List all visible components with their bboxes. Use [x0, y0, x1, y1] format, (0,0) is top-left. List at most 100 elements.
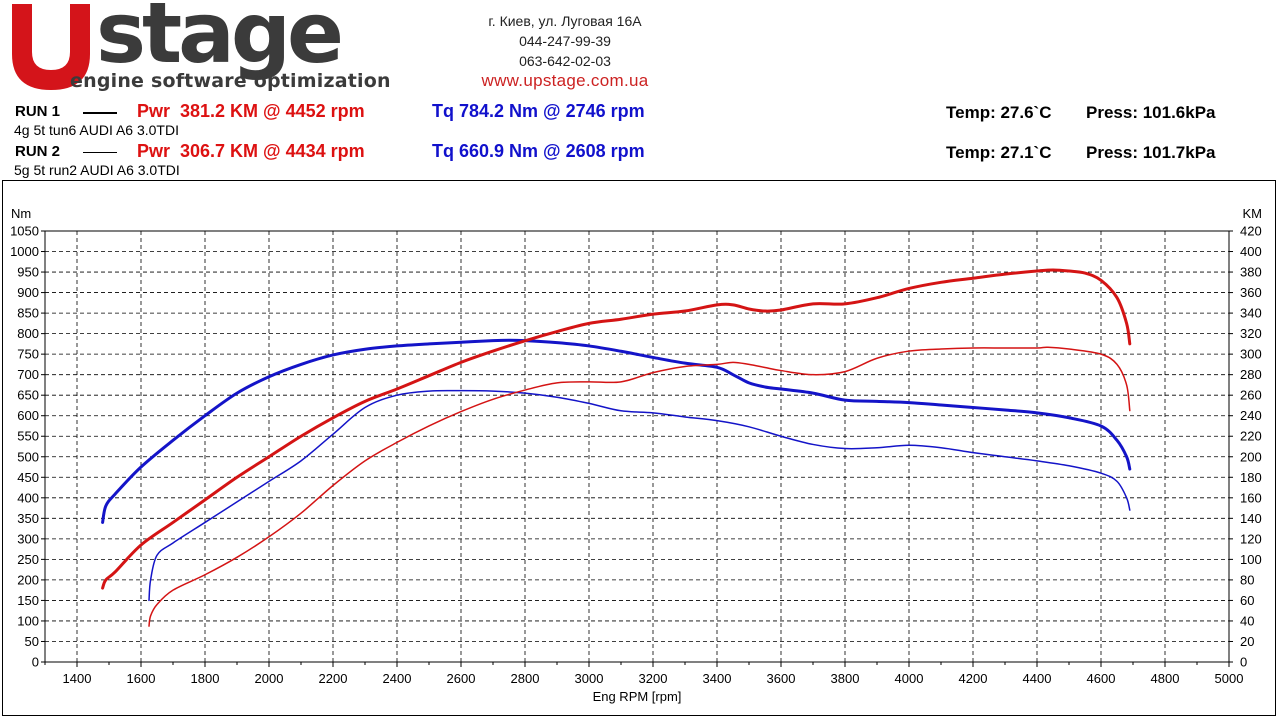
y-right-tick-label: 400: [1240, 244, 1262, 259]
contact-block: г. Киев, ул. Луговая 16А 044-247-99-39 0…: [440, 11, 690, 91]
x-tick-label: 2000: [255, 671, 284, 686]
y-left-tick-label: 850: [17, 306, 39, 321]
y-right-tick-label: 360: [1240, 285, 1262, 300]
run-label: RUN 1: [15, 103, 61, 120]
y-right-tick-label: 340: [1240, 306, 1262, 321]
y-left-tick-label: 1050: [10, 224, 39, 239]
y-right-tick-label: 180: [1240, 470, 1262, 485]
grid: [45, 231, 1229, 662]
run-label: RUN 2: [15, 143, 61, 160]
y-right-tick-label: 380: [1240, 265, 1262, 280]
y-right-tick-label: 140: [1240, 511, 1262, 526]
x-tick-label: 3400: [703, 671, 732, 686]
y-left-tick-label: 0: [32, 655, 39, 670]
run-pressure: Press: 101.7kPa: [1086, 143, 1216, 162]
phone-1: 044-247-99-39: [519, 33, 611, 49]
y-left-tick-label: 1000: [10, 244, 39, 259]
x-tick-label: 1600: [127, 671, 156, 686]
x-axis-label: Eng RPM [rpm]: [593, 689, 682, 704]
axis-ticks: 1400 1600 1800 2000 2200 2400 2600 2800 3000 3200…: [10, 224, 1262, 687]
y-left-tick-label: 400: [17, 490, 39, 505]
y-right-tick-label: 320: [1240, 326, 1262, 341]
y-right-tick-label: 300: [1240, 347, 1262, 362]
y-right-tick-label: 40: [1240, 613, 1254, 628]
y-left-tick-label: 800: [17, 326, 39, 341]
y-left-tick-label: 950: [17, 265, 39, 280]
y-left-tick-label: 100: [17, 613, 39, 628]
x-tick-label: 4600: [1087, 671, 1116, 686]
phone-2: 063-642-02-03: [519, 53, 611, 69]
logo-subtitle: engine software optimization: [70, 70, 391, 92]
y-axis-label-left: Nm: [11, 206, 31, 221]
x-tick-label: 1800: [191, 671, 220, 686]
run-2-line-legend: [83, 152, 117, 153]
y-left-tick-label: 600: [17, 408, 39, 423]
y-left-tick-label: 150: [17, 593, 39, 608]
x-tick-label: 3600: [767, 671, 796, 686]
x-tick-label: 2400: [383, 671, 412, 686]
y-right-tick-label: 80: [1240, 572, 1254, 587]
run-torque: Tq 784.2 Nm @ 2746 rpm: [432, 101, 645, 121]
y-left-tick-label: 250: [17, 552, 39, 567]
y-left-tick-label: 900: [17, 285, 39, 300]
x-tick-label: 2800: [511, 671, 540, 686]
run-2-summary: RUN 2 5g 5t run2 AUDI A6 3.0TDI Pwr 306.…: [0, 140, 1280, 180]
x-tick-label: 4000: [895, 671, 924, 686]
run-power: Pwr 381.2 KM @ 4452 rpm: [137, 101, 365, 121]
y-right-tick-label: 60: [1240, 593, 1254, 608]
x-tick-label: 2200: [319, 671, 348, 686]
x-tick-label: 3200: [639, 671, 668, 686]
run-torque: Tq 660.9 Nm @ 2608 rpm: [432, 141, 645, 161]
run-description: 5g 5t run2 AUDI A6 3.0TDI: [14, 162, 180, 178]
y-right-tick-label: 120: [1240, 531, 1262, 546]
run-temperature: Temp: 27.1`C: [946, 143, 1052, 162]
run-description: 4g 5t tun6 AUDI A6 3.0TDI: [14, 122, 179, 138]
plot-area-border: [44, 230, 1230, 663]
y-left-tick-label: 350: [17, 511, 39, 526]
up-arrow-logo-icon: [12, 4, 90, 90]
x-tick-label: 3000: [575, 671, 604, 686]
y-right-tick-label: 280: [1240, 367, 1262, 382]
upstage-logo: stage engine software optimization: [4, 0, 404, 100]
y-left-tick-label: 300: [17, 531, 39, 546]
y-left-tick-label: 550: [17, 429, 39, 444]
y-left-tick-label: 450: [17, 470, 39, 485]
y-left-tick-label: 50: [25, 634, 39, 649]
run-1-line-legend: [83, 112, 117, 114]
series: [101, 268, 1132, 627]
x-tick-label: 3800: [831, 671, 860, 686]
y-right-tick-label: 20: [1240, 634, 1254, 649]
x-tick-label: 4200: [959, 671, 988, 686]
y-left-tick-label: 750: [17, 347, 39, 362]
y-left-tick-label: 650: [17, 388, 39, 403]
y-left-tick-label: 200: [17, 572, 39, 587]
x-tick-label: 4400: [1023, 671, 1052, 686]
run-2-power-line: [148, 346, 1131, 627]
x-tick-label: 1400: [63, 671, 92, 686]
x-tick-label: 4800: [1151, 671, 1180, 686]
run-1-power-line: [101, 268, 1132, 590]
y-right-tick-label: 420: [1240, 224, 1262, 239]
address: г. Киев, ул. Луговая 16А: [488, 13, 642, 29]
y-right-tick-label: 160: [1240, 490, 1262, 505]
y-right-tick-label: 240: [1240, 408, 1262, 423]
x-tick-label: 2600: [447, 671, 476, 686]
y-left-tick-label: 700: [17, 367, 39, 382]
logo-wordmark: stage: [96, 0, 344, 82]
run-temperature: Temp: 27.6`C: [946, 103, 1052, 122]
run-1-torque-line: [101, 338, 1132, 524]
y-left-tick-label: 500: [17, 449, 39, 464]
y-right-tick-label: 0: [1240, 655, 1247, 670]
run-2-torque-line: [148, 389, 1131, 602]
x-tick-label: 5000: [1215, 671, 1244, 686]
y-right-tick-label: 100: [1240, 552, 1262, 567]
y-right-tick-label: 260: [1240, 388, 1262, 403]
y-right-tick-label: 200: [1240, 449, 1262, 464]
y-axis-label-right: KM: [1243, 206, 1263, 221]
run-power: Pwr 306.7 KM @ 4434 rpm: [137, 141, 365, 161]
run-1-summary: RUN 1 4g 5t tun6 AUDI A6 3.0TDI Pwr 381.…: [0, 100, 1280, 140]
run-pressure: Press: 101.6kPa: [1086, 103, 1216, 122]
website-link[interactable]: www.upstage.com.ua: [481, 71, 649, 90]
y-right-tick-label: 220: [1240, 429, 1262, 444]
